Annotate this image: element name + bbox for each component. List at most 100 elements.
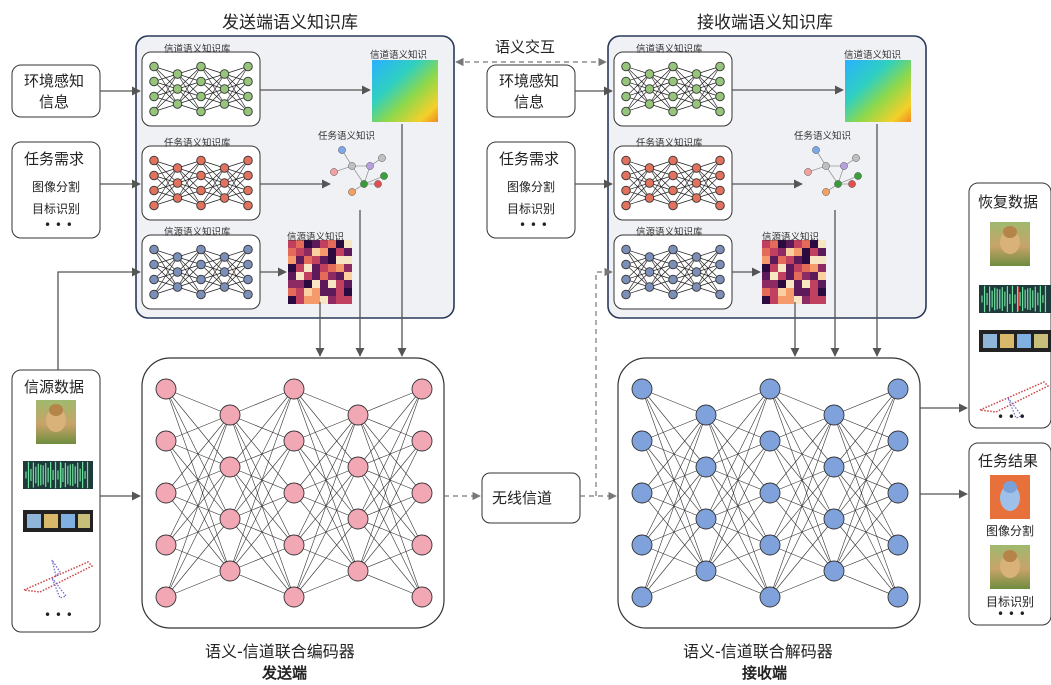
neuron — [621, 61, 631, 72]
receiver-task-kb-box — [613, 145, 733, 221]
neuron — [219, 99, 230, 109]
neuron — [715, 289, 725, 300]
neuron — [695, 456, 717, 478]
neuron — [172, 193, 183, 203]
neuron — [621, 274, 631, 285]
neuron — [691, 84, 702, 94]
neuron — [823, 404, 845, 426]
receiver-task-knowledge-label: 任务语义知识 — [794, 131, 852, 142]
neuron — [631, 430, 653, 452]
neuron — [149, 289, 159, 300]
neuron — [219, 560, 241, 582]
receiver-task-req-title: 任务需求 — [499, 150, 560, 168]
neuron — [411, 534, 433, 556]
sender-env-info-line2: 信息 — [39, 93, 70, 111]
receiver-task-kb-label: 任务语义知识库 — [636, 138, 703, 149]
neuron — [715, 274, 725, 285]
sender-task-req-title: 任务需求 — [24, 150, 85, 168]
sender-channel-knowledge-label: 信道语义知识 — [370, 50, 428, 61]
neuron — [283, 534, 305, 556]
neuron — [695, 508, 717, 530]
neuron — [715, 170, 725, 181]
neuron — [631, 586, 653, 608]
neuron — [668, 259, 678, 270]
neuron — [644, 99, 655, 109]
neuron — [668, 91, 678, 102]
neuron — [219, 163, 230, 173]
neuron — [759, 534, 781, 556]
neuron — [243, 170, 253, 181]
task-result-item2: 目标识别 — [986, 595, 1035, 609]
recovered-data-more: • • • — [997, 410, 1026, 424]
neuron — [695, 404, 717, 426]
neuron — [196, 200, 206, 211]
sender-env-info-line1: 环境感知 — [24, 72, 85, 90]
sender-task-kb-box — [141, 145, 261, 221]
neuron — [172, 267, 183, 277]
neuron — [283, 586, 305, 608]
neuron — [644, 193, 655, 203]
dog-photo-icon — [36, 400, 76, 444]
neuron — [411, 430, 433, 452]
neuron — [155, 430, 177, 452]
neuron — [172, 178, 183, 188]
neuron — [668, 170, 678, 181]
task-result-more: • • • — [997, 607, 1026, 621]
segmented-dog-photo-icon — [990, 475, 1030, 519]
neuron — [411, 378, 433, 400]
decoder-title: 语义-信道联合解码器 — [683, 642, 833, 661]
neuron — [219, 404, 241, 426]
sender-task-req-more: • • • — [44, 218, 73, 232]
neuron — [691, 252, 702, 262]
neuron — [243, 155, 253, 166]
neuron — [668, 76, 678, 87]
neuron — [691, 282, 702, 292]
neuron — [621, 91, 631, 102]
receiver-env-info-line2: 信息 — [514, 93, 545, 111]
neuron — [149, 274, 159, 285]
neuron — [823, 560, 845, 582]
receiver-side-label: 接收端 — [742, 664, 788, 682]
neuron — [283, 482, 305, 504]
receiver-channel-kb-label: 信道语义知识库 — [636, 44, 703, 55]
sender-channel-kb-network — [149, 61, 253, 117]
neuron — [668, 61, 678, 72]
neuron — [243, 244, 253, 255]
neuron — [644, 267, 655, 277]
heatmap-icon — [845, 60, 911, 122]
heatmap-icon — [372, 60, 438, 122]
neuron — [243, 259, 253, 270]
task-result-item1: 图像分割 — [986, 524, 1035, 538]
neuron — [887, 534, 909, 556]
neuron — [149, 259, 159, 270]
neuron — [715, 185, 725, 196]
neuron — [219, 508, 241, 530]
neuron — [691, 193, 702, 203]
neuron — [243, 91, 253, 102]
neuron — [155, 534, 177, 556]
neuron — [347, 508, 369, 530]
task-result-box — [968, 442, 1051, 626]
source-data-title: 信源数据 — [24, 378, 85, 396]
neuron — [759, 482, 781, 504]
neuron — [149, 155, 159, 166]
neuron — [691, 178, 702, 188]
neuron — [631, 378, 653, 400]
receiver-task-req-item1: 图像分割 — [507, 180, 556, 194]
dog-photo-icon — [990, 222, 1030, 266]
neuron — [695, 560, 717, 582]
neuron — [219, 456, 241, 478]
neuron — [149, 61, 159, 72]
sender-task-req-item2: 目标识别 — [32, 202, 81, 216]
neuron — [347, 560, 369, 582]
knowledge-graph-icon — [804, 146, 862, 196]
neuron — [172, 84, 183, 94]
neuron — [715, 259, 725, 270]
receiver-source-knowledge-label: 信源语义知识 — [762, 232, 820, 243]
neuron — [644, 69, 655, 79]
neuron — [691, 69, 702, 79]
decoder-network — [631, 378, 909, 608]
neuron — [621, 155, 631, 166]
neuron — [172, 99, 183, 109]
